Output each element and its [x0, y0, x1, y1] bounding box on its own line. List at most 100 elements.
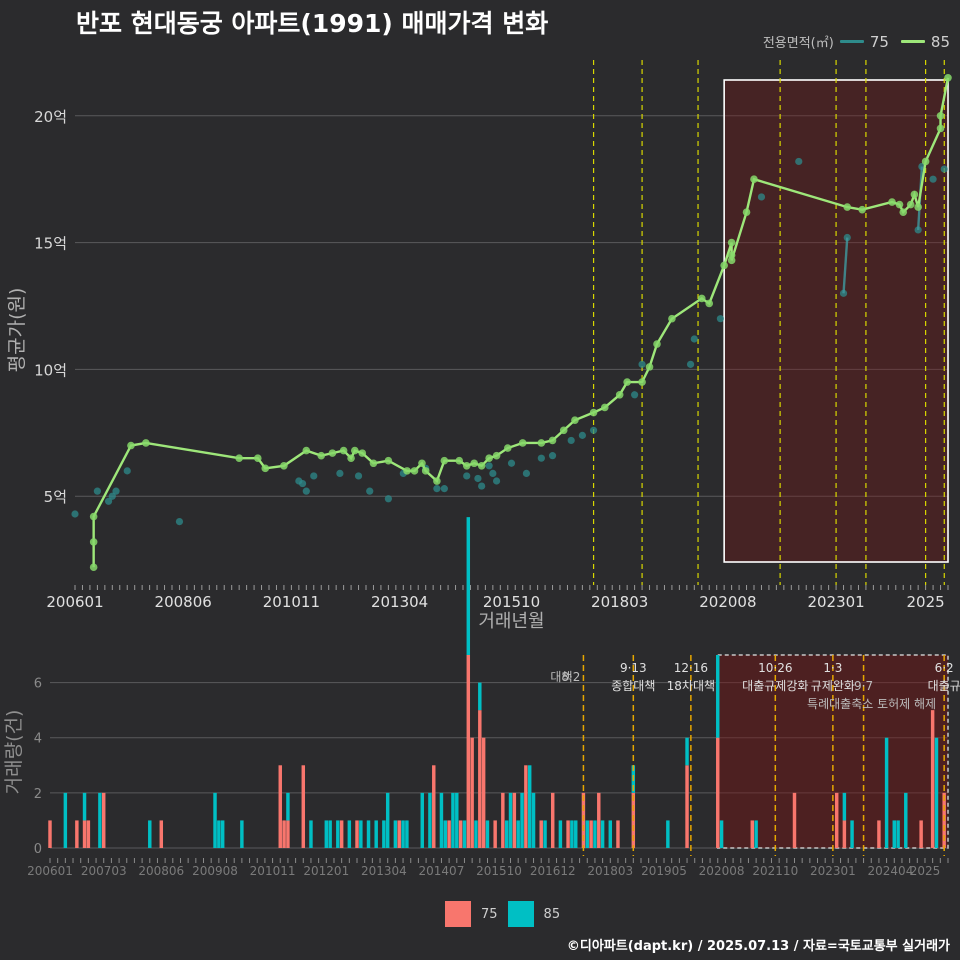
- legend-title: 전용면적(㎡): [762, 36, 834, 51]
- price-point-85: [339, 446, 348, 455]
- source-credit: ©디아파트(dapt.kr) / 2025.07.13 / 자료=국토교통부 실…: [566, 939, 950, 954]
- volume-bar-85: [685, 737, 689, 766]
- price-point-85: [347, 454, 355, 462]
- price-point-85: [235, 454, 243, 462]
- policy-name-label: 규제완화: [811, 679, 855, 693]
- price-point-85: [858, 205, 866, 214]
- policy-date-label: 9·7: [854, 679, 873, 693]
- price-point-75: [112, 487, 120, 495]
- volume-bar-85: [716, 655, 720, 738]
- price-point-85: [433, 477, 441, 485]
- volume-bar-75: [750, 820, 755, 848]
- price-point-75: [310, 472, 318, 480]
- volume-bar-85: [382, 820, 386, 848]
- policy-date-label: 10·26: [758, 661, 792, 675]
- volume-bar-85: [508, 792, 513, 848]
- volume-bar-85: [347, 820, 352, 848]
- volume-bar-85: [359, 820, 363, 848]
- price-point-85: [89, 563, 98, 572]
- volume-bar-75: [397, 820, 401, 848]
- volume-bar-85: [98, 792, 102, 848]
- price-point-75: [302, 487, 310, 495]
- price-y-axis-title: 평균가(원): [6, 288, 28, 373]
- volume-bar-85: [520, 792, 524, 848]
- price-point-75: [686, 360, 695, 368]
- policy-name-label: 종합대책: [611, 678, 655, 693]
- volume-bar-75: [282, 820, 286, 848]
- volume-bar-85: [608, 820, 613, 848]
- volume-bar-85: [286, 792, 290, 821]
- price-y-tick-label: 15억: [34, 235, 67, 253]
- volume-y-tick-label: 6: [34, 677, 42, 692]
- volume-bar-75: [493, 820, 497, 848]
- price-point-85: [668, 314, 676, 323]
- price-point-75: [492, 477, 501, 485]
- volume-x-tick-label: 202404: [868, 864, 914, 878]
- volume-x-tick-label: 201905: [641, 864, 687, 878]
- policy-name-label: 대책: [550, 669, 572, 684]
- price-point-85: [254, 454, 262, 462]
- price-point-75: [433, 485, 441, 493]
- price-point-85: [645, 363, 654, 371]
- volume-x-tick-label: 201510: [476, 864, 522, 878]
- price-point-85: [936, 124, 945, 133]
- volume-x-tick-label: 200703: [81, 864, 127, 878]
- price-point-85: [403, 467, 411, 475]
- bar-legend: 75 85: [445, 901, 560, 927]
- volume-bar-75: [481, 737, 486, 848]
- price-point-85: [921, 157, 930, 166]
- price-point-85: [358, 449, 367, 457]
- legend-label-75: 75: [869, 32, 889, 51]
- price-point-85: [485, 454, 493, 462]
- volume-bar-85: [754, 820, 758, 848]
- price-point-75: [567, 436, 575, 445]
- price-point-75: [485, 462, 493, 470]
- volume-bar-85: [719, 820, 724, 848]
- legend-bar-label-75: 75: [481, 906, 498, 922]
- price-point-75: [929, 175, 937, 183]
- price-y-tick-label: 10억: [34, 361, 67, 379]
- volume-bar-85: [443, 820, 448, 848]
- volume-x-tick-label: 200601: [27, 864, 73, 878]
- price-point-85: [518, 439, 527, 447]
- volume-bar-85: [324, 820, 329, 848]
- volume-bar-85: [455, 792, 459, 848]
- price-point-85: [127, 441, 135, 450]
- price-point-85: [936, 111, 945, 120]
- price-point-85: [697, 294, 706, 303]
- volume-x-tick-label: 201011: [250, 864, 296, 878]
- policy-date-label: 1·3: [823, 661, 842, 675]
- volume-bar-75: [432, 765, 436, 848]
- price-point-75: [843, 233, 851, 242]
- volume-bar-85: [666, 820, 670, 848]
- price-point-85: [895, 200, 904, 209]
- price-point-85: [548, 436, 557, 445]
- price-point-75: [940, 165, 948, 173]
- volume-bar-75: [792, 792, 797, 848]
- volume-x-tick-label: 202008: [699, 864, 745, 878]
- price-point-85: [369, 459, 378, 468]
- price-point-85: [899, 208, 908, 216]
- volume-bar-75: [478, 710, 482, 848]
- price-point-85: [351, 446, 359, 455]
- volume-bar-85: [462, 820, 467, 848]
- volume-bar-85: [401, 820, 405, 848]
- volume-bar-75: [286, 820, 290, 848]
- price-point-85: [615, 390, 624, 399]
- volume-bar-85: [478, 682, 482, 711]
- price-point-85: [440, 456, 449, 465]
- volume-bar-75: [550, 792, 555, 848]
- volume-bar-85: [842, 792, 847, 821]
- price-point-75: [757, 193, 766, 201]
- price-point-85: [750, 175, 758, 184]
- price-point-85: [470, 459, 478, 468]
- volume-x-tick-label: 202110: [752, 864, 798, 878]
- volume-bar-85: [485, 820, 490, 848]
- legend-label-85: 85: [930, 32, 950, 51]
- price-point-85: [503, 444, 512, 452]
- volume-bar-85: [474, 820, 478, 848]
- volume-bar-85: [934, 737, 939, 848]
- volume-bar-85: [543, 820, 547, 848]
- volume-bar-85: [217, 820, 221, 848]
- volume-bar-75: [716, 737, 720, 848]
